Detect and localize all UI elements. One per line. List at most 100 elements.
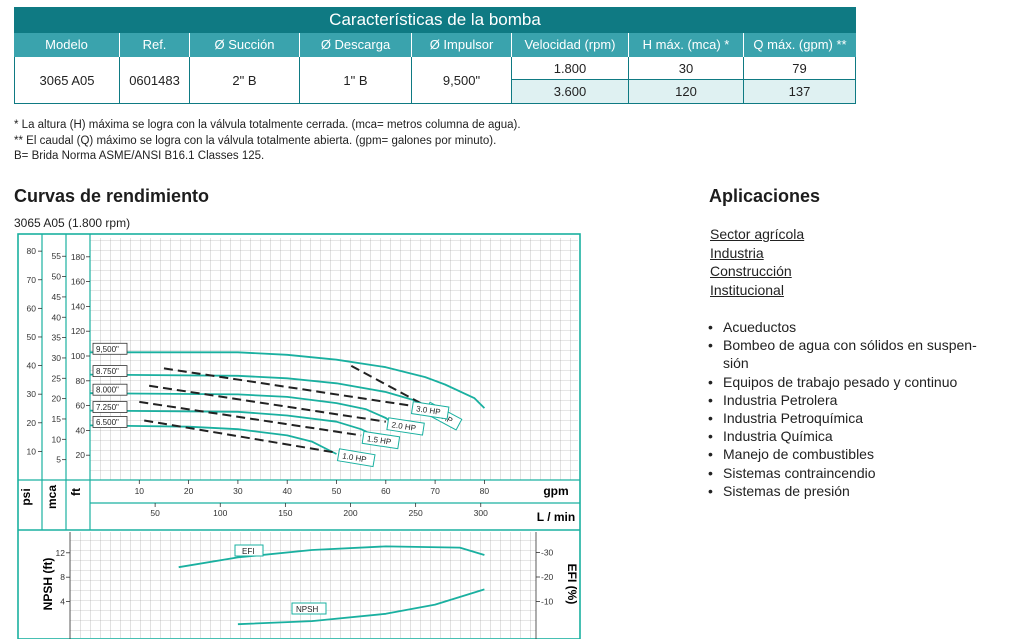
chart-frame <box>17 233 581 639</box>
cell-discharge: 1" B <box>300 57 412 103</box>
lmin-tick-label: 150 <box>278 508 292 518</box>
impeller-label: 9,500" <box>96 345 119 354</box>
cell-suction: 2" B <box>190 57 300 103</box>
efi-tag: EFI <box>242 547 254 556</box>
impeller-label: 8.000" <box>96 386 119 395</box>
ft-tick-label: 40 <box>76 425 86 435</box>
gpm-tick-label: 40 <box>282 486 292 496</box>
cell-hmax-1: 30 <box>629 57 744 80</box>
col-header-ref: Ref. <box>120 33 190 57</box>
spec-table: Características de la bomba Modelo Ref. … <box>14 7 856 104</box>
psi-tick-label: 40 <box>27 361 37 371</box>
hp-dashed-line <box>149 384 386 423</box>
gpm-tick-label: 50 <box>332 486 342 496</box>
list-item: • Sistemas de presión <box>708 482 850 499</box>
impeller-label: 7.250" <box>96 403 119 412</box>
npsh-tick-label: 4 <box>60 597 65 607</box>
ft-tick-label: 20 <box>76 450 86 460</box>
hp-label-group: 2.0 HP <box>386 417 425 436</box>
lmin-tick-label: 300 <box>474 508 488 518</box>
lmin-tick-label: 250 <box>409 508 423 518</box>
cell-speed-1: 1.800 <box>512 57 629 80</box>
npsh-grid <box>70 532 536 638</box>
ft-tick-label: 80 <box>76 376 86 386</box>
psi-tick-label: 50 <box>27 332 37 342</box>
impeller-label-box <box>92 416 128 428</box>
head-curve-line <box>90 351 486 409</box>
psi-tick-label: 70 <box>27 275 37 285</box>
hp-label: 3.0 HP <box>416 404 442 417</box>
col-header-speed: Velocidad (rpm) <box>512 33 629 57</box>
efi-tick-label: -20 <box>541 572 554 582</box>
mca-tick-label: 55 <box>52 251 62 261</box>
hp-label-group: 1.0 HP <box>336 448 376 468</box>
applications-list: • Acueductos • Bombeo de agua con sólidos … <box>708 318 1008 500</box>
impeller-label-box <box>92 342 128 355</box>
hp-label-group: 1.5 HP <box>361 430 401 450</box>
psi-tick-label: 60 <box>27 303 37 313</box>
hp-label-box <box>336 448 376 468</box>
list-item: • Equipos de trabajo pesado y continuo <box>708 373 958 390</box>
lmin-tick-label: 50 <box>150 508 160 518</box>
cell-speed-2: 3.600 <box>512 80 629 103</box>
hp-label: 1.0 HP <box>342 451 368 464</box>
npsh-tick-label: 12 <box>56 548 66 558</box>
gpm-tick-label: 10 <box>135 486 145 496</box>
ft-axis-label: ft <box>69 488 83 496</box>
efi-tick-label: -30 <box>541 548 554 558</box>
table-header-row: Modelo Ref. Ø Succión Ø Descarga Ø Impul… <box>14 33 856 57</box>
mca-tick-label: 10 <box>52 434 62 444</box>
impeller-label: 6.500" <box>96 418 119 427</box>
col-header-suction: Ø Succión <box>190 33 300 57</box>
efi-tag-box <box>234 544 264 557</box>
col-header-impeller: Ø Impulsor <box>412 33 512 57</box>
list-item: • Industria Petrolera <box>708 391 838 408</box>
gpm-axis-label: gpm <box>543 484 568 498</box>
sector-link-construccion[interactable]: Construcción <box>710 263 792 279</box>
list-item: • Industria Petroquímica <box>708 410 864 427</box>
footnotes: * La altura (H) máxima se logra con la v… <box>14 118 521 165</box>
efi-axis-label: EFI (%) <box>565 564 579 605</box>
efi-curve-line <box>178 545 485 569</box>
impeller-label-box <box>92 401 128 413</box>
head-curve-line <box>89 424 337 455</box>
lmin-axis-label: L / min <box>537 510 575 524</box>
mca-tick-label: 40 <box>52 312 62 322</box>
ft-tick-label: 160 <box>71 277 85 287</box>
curves-heading: Curvas de rendimiento <box>14 186 210 206</box>
hp-label-group: 3.0 HP <box>410 401 450 420</box>
axis-ticks-layer: 180 160 140 120 100 80 60 40 20 55 50 45 40 35 30 25 20 1… <box>27 246 490 518</box>
cell-ref: 0601483 <box>120 57 190 103</box>
footnote-flange: B= Brida Norma ASME/ANSI B16.1 Classes 1… <box>14 150 265 162</box>
list-item-continuation: sión <box>723 355 749 372</box>
sector-link-agricola[interactable]: Sector agrícola <box>710 226 805 242</box>
gpm-tick-label: 30 <box>233 486 243 496</box>
applications-heading: Aplicaciones <box>709 186 821 206</box>
col-header-hmax: H máx. (mca) * <box>629 33 744 57</box>
ft-tick-label: 140 <box>71 301 85 311</box>
hp-dashed-line <box>139 400 362 437</box>
lmin-tick-label: 100 <box>213 508 227 518</box>
npsh-tag: NPSH <box>296 605 318 614</box>
mca-tick-label: 15 <box>52 414 62 424</box>
impeller-label-box <box>92 365 128 378</box>
impeller-label: 8.750" <box>96 367 119 376</box>
cell-hmax-2: 120 <box>629 80 744 103</box>
mca-axis-label: mca <box>45 485 59 509</box>
cell-model: 3065 A05 <box>15 57 120 103</box>
cell-impeller: 9,500" <box>412 57 512 103</box>
gpm-tick-label: 60 <box>381 486 391 496</box>
hp-label: 2.0 HP <box>391 420 417 433</box>
sector-link-industria[interactable]: Industria <box>710 244 764 261</box>
psi-tick-label: 80 <box>27 246 37 256</box>
ft-tick-label: 120 <box>71 326 85 336</box>
gpm-tick-label: 20 <box>184 486 194 496</box>
npsh-curve-line <box>237 588 485 626</box>
head-curve-line <box>89 392 397 427</box>
sector-link-institucional[interactable]: Institucional <box>710 281 784 298</box>
hp-label-box <box>361 430 401 450</box>
efi-tick-label: -10 <box>541 597 554 607</box>
cell-qmax-2: 137 <box>744 80 855 103</box>
mca-tick-label: 5 <box>56 455 61 465</box>
